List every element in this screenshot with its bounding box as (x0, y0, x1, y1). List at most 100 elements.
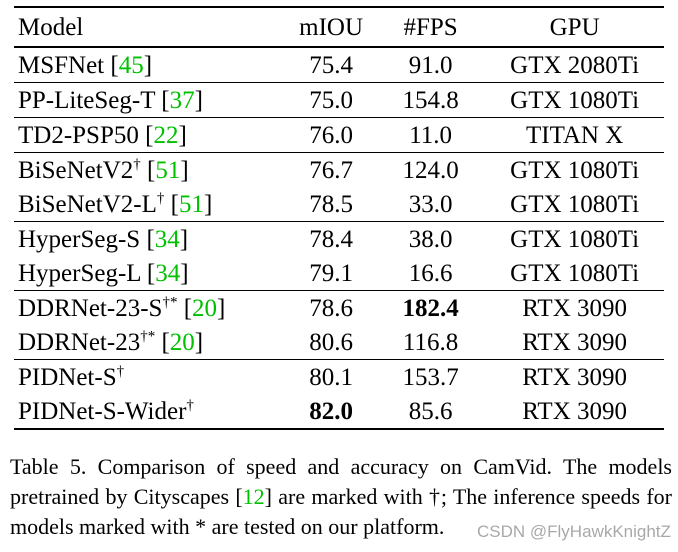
cell-gpu: GTX 1080Ti (510, 86, 640, 114)
model-footnote-mark: † (133, 156, 141, 173)
cell-fps: 11.0 (409, 121, 452, 149)
header-gpu: GPU (549, 13, 600, 41)
cell-miou: 76.0 (309, 121, 353, 149)
cell-fps: 153.7 (402, 363, 459, 391)
model-name: HyperSeg-L (18, 259, 141, 287)
model-footnote-mark: †* (140, 328, 156, 345)
cell-miou: 78.4 (309, 225, 353, 253)
table-row: BiSeNetV2† [51] 76.7 124.0 GTX 1080Ti (14, 152, 664, 188)
cell-fps: 85.6 (408, 397, 453, 425)
cell-gpu: GTX 1080Ti (510, 156, 640, 184)
table-header: Model mIOU #FPS GPU (14, 7, 664, 47)
watermark: CSDN @FlyHawkKnightZ (477, 522, 671, 541)
cell-gpu: RTX 3090 (522, 294, 627, 322)
citation-link[interactable]: 20 (169, 328, 195, 356)
citation-open-bracket: [ (140, 259, 156, 287)
cell-fps: 91.0 (408, 51, 453, 79)
cell-miou: 75.0 (309, 86, 353, 114)
cell-model: HyperSeg-S [34] (14, 222, 286, 257)
citation-link[interactable]: 20 (192, 294, 218, 322)
table-body: MSFNet [45] 75.4 91.0 GTX 2080Ti PP-LiteSeg-… (14, 47, 664, 429)
caption-text-1: Table 5. Comparison of speed and accurac… (10, 454, 672, 509)
model-footnote-mark: † (186, 397, 194, 414)
header-row: Model mIOU #FPS GPU (14, 7, 664, 47)
citation-close-bracket: ] (180, 156, 189, 184)
citation-close-bracket: ] (194, 328, 204, 356)
model-footnote-mark: † (116, 363, 125, 380)
citation-open-bracket: [ (104, 51, 119, 79)
cell-miou: 78.5 (309, 190, 353, 218)
citation-close-bracket: ] (217, 294, 226, 322)
cell-gpu: RTX 3090 (522, 363, 627, 391)
citation-open-bracket: [ (164, 190, 179, 218)
cell-model: PIDNet-S-Wider† (14, 394, 286, 429)
header-fps: #FPS (403, 13, 458, 41)
citation-open-bracket: [ (177, 294, 193, 322)
citation-close-bracket: ] (143, 51, 153, 79)
model-name: TD2-PSP50 (18, 121, 139, 149)
cell-fps: 124.0 (402, 156, 459, 184)
cell-gpu: TITAN X (525, 121, 624, 149)
citation-open-bracket: [ (140, 156, 156, 184)
citation-open-bracket: [ (138, 121, 154, 149)
cell-miou: 80.6 (309, 328, 353, 356)
cell-gpu: GTX 1080Ti (510, 190, 640, 218)
model-name: DDRNet-23 (18, 328, 141, 356)
cell-fps: 182.4 (402, 294, 459, 322)
citation-open-bracket: [ (140, 225, 155, 253)
model-name: PP-LiteSeg-T (18, 86, 156, 114)
table-row: PIDNet-S-Wider† 82.0 85.6 RTX 3090 (14, 394, 664, 429)
citation-link[interactable]: 51 (155, 156, 181, 184)
cell-miou: 82.0 (309, 397, 353, 425)
citation-open-bracket: [ (155, 86, 170, 114)
cell-model: BiSeNetV2† [51] (14, 153, 286, 188)
results-table: Model mIOU #FPS GPU MSFNet [45] 75.4 91.0 G… (14, 6, 664, 430)
model-footnote-mark: †* (162, 294, 178, 311)
cell-fps: 154.8 (402, 86, 459, 114)
cell-gpu: GTX 2080Ti (510, 51, 640, 79)
table-row: PIDNet-S† 80.1 153.7 RTX 3090 (14, 359, 664, 395)
caption-text-2: ] are marked with †; The inference speed… (10, 484, 672, 539)
cell-fps: 38.0 (408, 225, 453, 253)
cell-fps: 16.6 (408, 259, 453, 287)
citation-close-bracket: ] (178, 121, 187, 149)
cell-model: PP-LiteSeg-T [37] (14, 83, 286, 118)
model-name: PIDNet-S-Wider (18, 397, 187, 425)
cell-model: DDRNet-23†* [20] (14, 325, 286, 360)
cell-miou: 79.1 (309, 259, 353, 287)
model-name: BiSeNetV2 (18, 156, 134, 184)
header-model: Model (18, 13, 84, 41)
table-row: BiSeNetV2-L† [51] 78.5 33.0 GTX 1080Ti (14, 187, 664, 222)
model-name: MSFNet (18, 51, 105, 79)
model-name: HyperSeg-S (18, 225, 141, 253)
table-row: TD2-PSP50 [22] 76.0 11.0 TITAN X (14, 117, 664, 153)
cell-gpu: RTX 3090 (522, 397, 627, 425)
model-footnote-mark: † (156, 190, 165, 207)
cell-model: DDRNet-23-S†* [20] (14, 291, 286, 326)
table-row: DDRNet-23†* [20] 80.6 116.8 RTX 3090 (14, 325, 664, 360)
table-row: DDRNet-23-S†* [20] 78.6 182.4 RTX 3090 (14, 290, 664, 326)
table-row: MSFNet [45] 75.4 91.0 GTX 2080Ti (14, 47, 664, 83)
cell-gpu: GTX 1080Ti (510, 259, 640, 287)
model-name: PIDNet-S (18, 363, 117, 391)
citation-link[interactable]: 22 (153, 121, 179, 149)
citation-close-bracket: ] (179, 225, 189, 253)
cell-miou: 76.7 (309, 156, 353, 184)
citation-link[interactable]: 51 (178, 190, 204, 218)
cell-gpu: RTX 3090 (522, 328, 627, 356)
citation-close-bracket: ] (180, 259, 189, 287)
cell-model: BiSeNetV2-L† [51] (14, 187, 286, 222)
citation-link[interactable]: 34 (154, 225, 180, 253)
cell-model: PIDNet-S† (14, 360, 286, 395)
citation-close-bracket: ] (194, 86, 203, 114)
citation-link[interactable]: 34 (155, 259, 181, 287)
cell-model: TD2-PSP50 [22] (14, 118, 286, 153)
cell-model: HyperSeg-L [34] (14, 256, 286, 291)
table-caption: Table 5. Comparison of speed and accurac… (10, 452, 672, 542)
cell-miou: 78.6 (309, 294, 353, 322)
caption-citation[interactable]: 12 (242, 484, 265, 509)
citation-link[interactable]: 37 (169, 86, 195, 114)
cell-miou: 80.1 (309, 363, 353, 391)
citation-link[interactable]: 45 (118, 51, 144, 79)
header-miou: mIOU (299, 13, 364, 41)
